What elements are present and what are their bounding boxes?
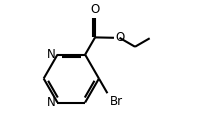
Text: O: O <box>115 31 125 44</box>
Text: N: N <box>47 96 56 109</box>
Text: N: N <box>47 48 56 61</box>
Text: Br: Br <box>110 95 123 108</box>
Text: O: O <box>90 3 100 16</box>
